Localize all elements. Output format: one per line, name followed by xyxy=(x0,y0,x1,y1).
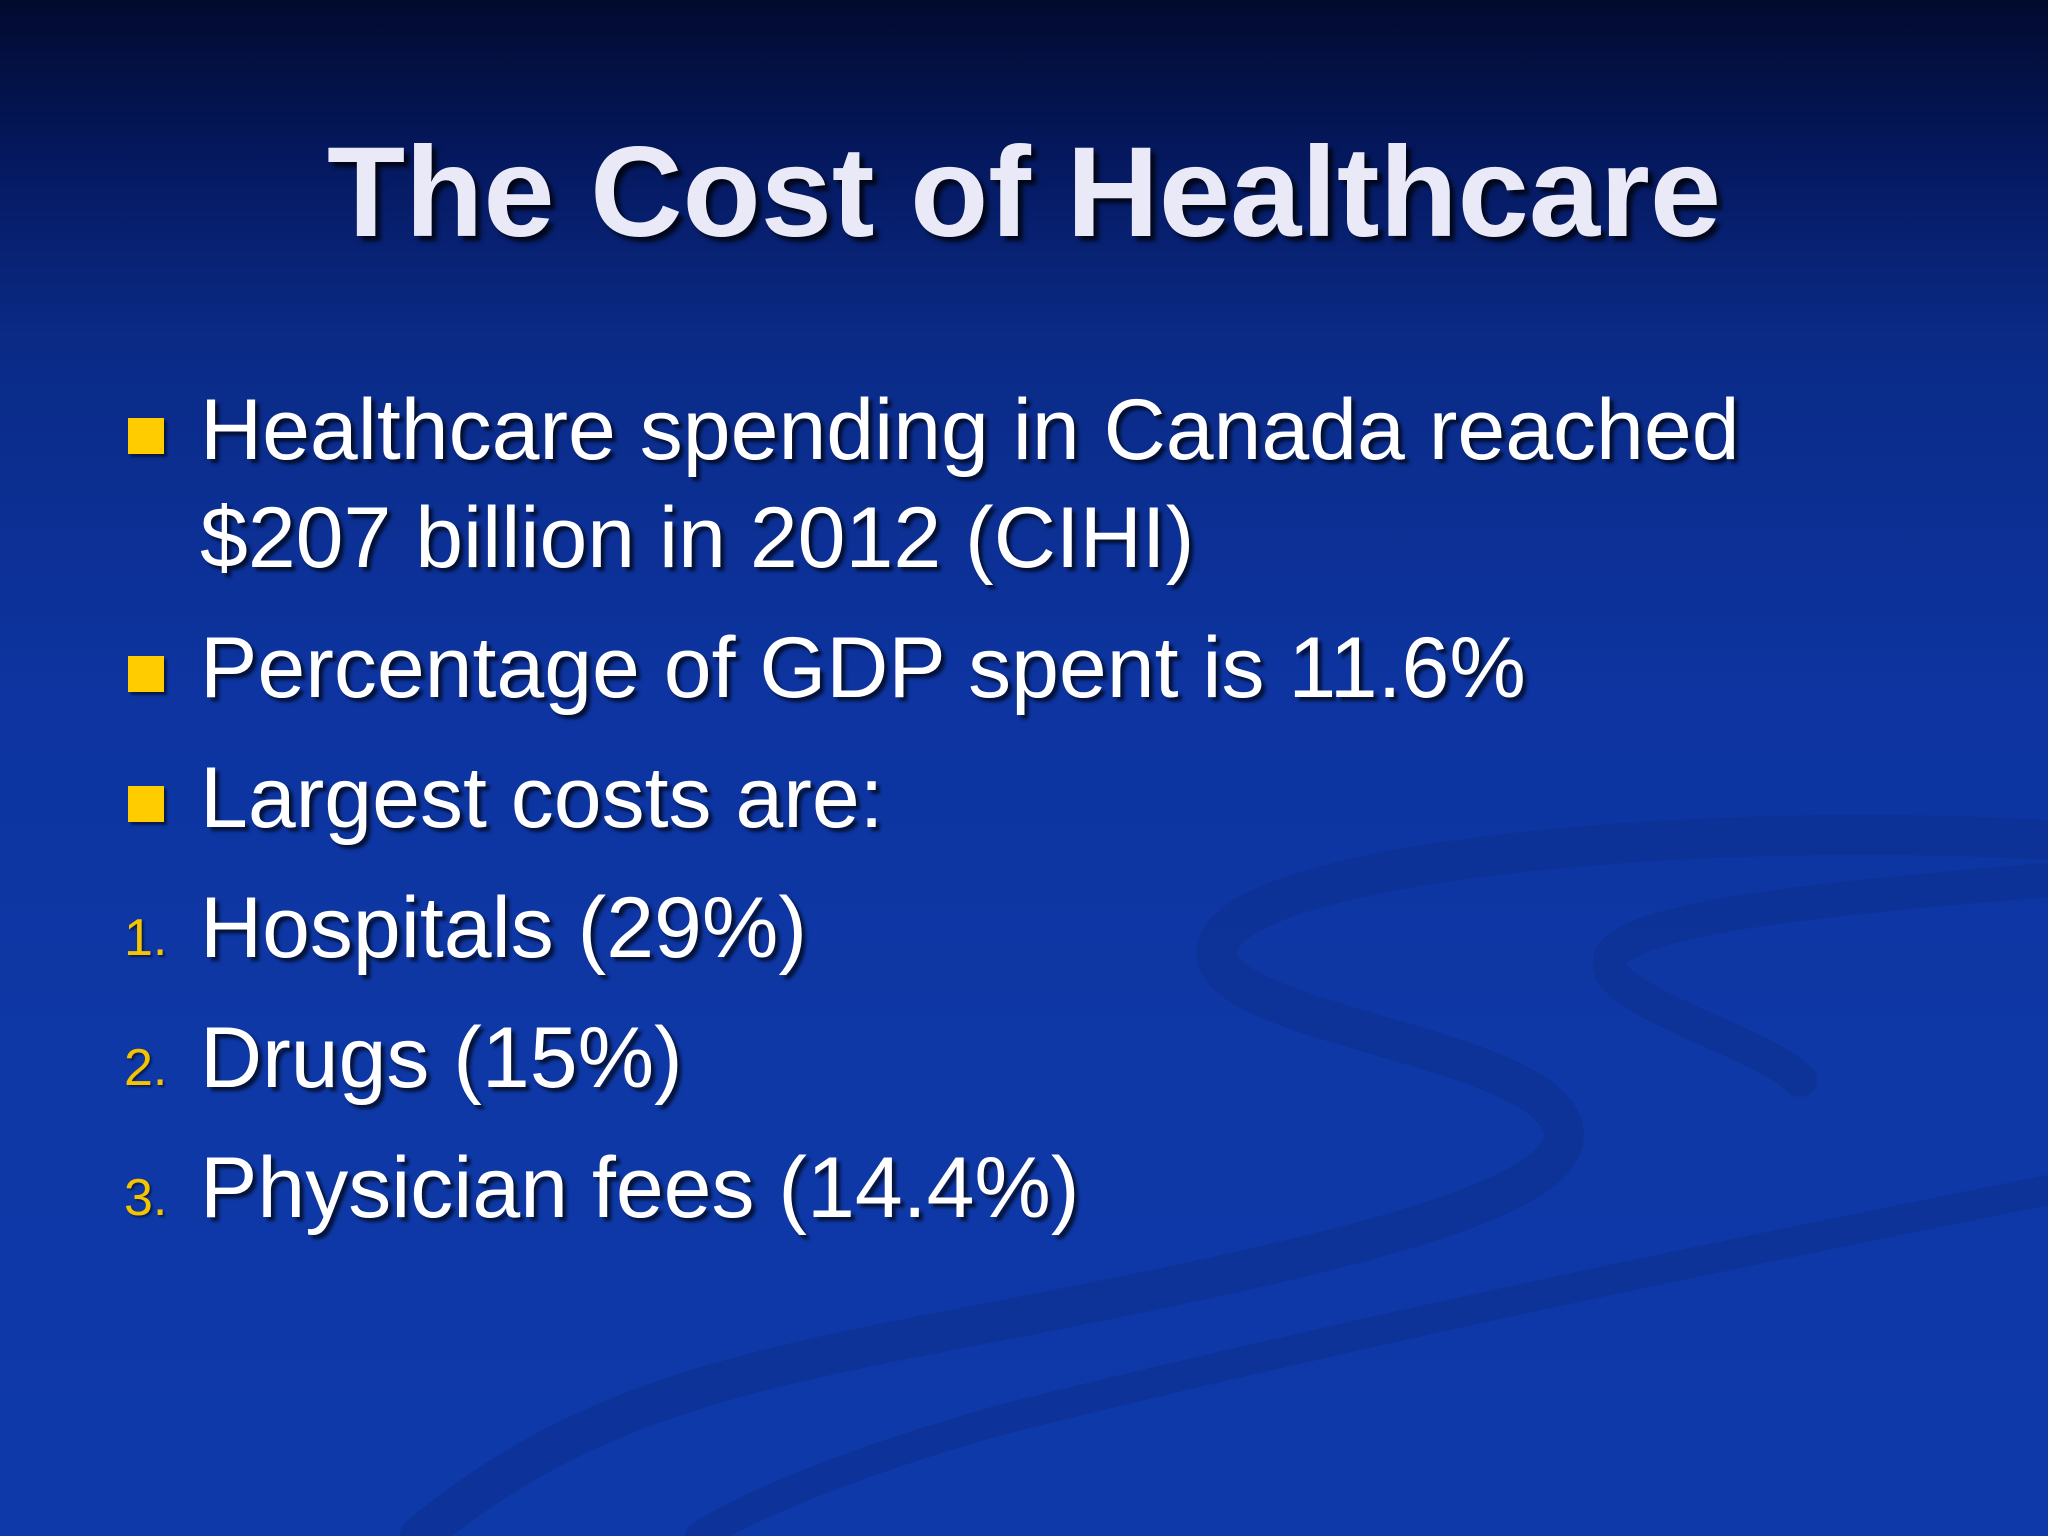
slide-title: The Cost of Healthcare xyxy=(326,121,1722,264)
numbered-item-drugs: Drugs (15%) xyxy=(200,1010,683,1106)
bullet-item-healthcare-spending-line-1: Healthcare spending in Canada reached xyxy=(200,382,1740,478)
bullet-square-icon xyxy=(128,656,164,692)
numbered-item-physician-fees: Physician fees (14.4%) xyxy=(200,1140,1080,1236)
bullet-item-largest-costs: Largest costs are: xyxy=(200,750,884,846)
bullet-item-gdp-percentage: Percentage of GDP spent is 11.6% xyxy=(200,620,1526,716)
bullet-square-icon xyxy=(128,786,164,822)
bullet-square-icon xyxy=(128,418,164,454)
numbered-marker-1: 1. xyxy=(124,909,168,967)
bullet-item-healthcare-spending-line-2: $207 billion in 2012 (CIHI) xyxy=(200,490,1195,586)
numbered-marker-3: 3. xyxy=(124,1169,168,1227)
numbered-item-hospitals: Hospitals (29%) xyxy=(200,880,807,976)
numbered-marker-2: 2. xyxy=(124,1039,168,1097)
